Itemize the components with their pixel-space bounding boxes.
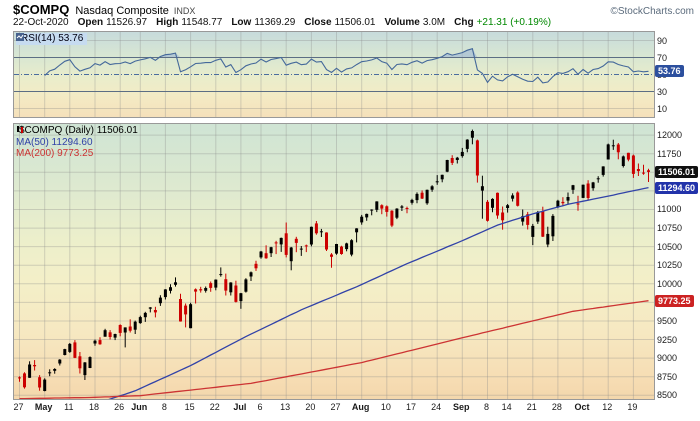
y-axis-label: 70 [657,52,668,63]
y-axis-label: 8750 [657,371,678,382]
high-value: 11548.77 [181,17,223,28]
rsi-label: RSI(14) 53.76 [16,33,88,45]
x-axis-label: May [34,402,53,412]
price-badge: 11506.01 [655,165,699,178]
y-axis-label: 11750 [657,148,682,159]
y-axis-label: 10000 [657,278,683,289]
price-badge: 11294.60 [655,181,699,194]
legend-ma200: MA(200) 9773.25 [16,148,94,159]
price-panel: $COMPQ (Daily) 11506.01 MA(50) 11294.60 … [13,123,655,400]
x-axis-label: 18 [88,402,99,412]
rsi-label-text: RSI(14) 53.76 [21,33,84,44]
y-axis-label: 11500 [657,167,682,178]
x-axis-label: 14 [501,402,512,412]
x-axis-label: 6 [257,402,263,412]
x-axis-label: Sep [453,402,470,412]
chart-legend: $COMPQ (Daily) 11506.01 MA(50) 11294.60 … [16,125,138,160]
low-value: 11369.29 [254,17,296,28]
x-axis-label: 13 [280,402,291,412]
x-axis-label: Oct [574,402,590,412]
price-badge: 53.76 [655,65,684,78]
x-axis-label: 21 [526,402,537,412]
low-label: Low [231,17,252,28]
open-label: Open [77,17,104,28]
y-axis-label: 8500 [657,390,678,401]
x-axis-label: 22 [209,402,220,412]
y-axis-label: 10 [657,103,668,114]
close-value: 11506.01 [334,17,376,28]
y-axis-label: 11250 [657,185,682,196]
open-value: 11526.97 [106,17,148,28]
x-axis-label: 12 [602,402,613,412]
x-axis-label: 24 [431,402,442,412]
x-axis-label: Jul [233,402,247,412]
exchange-label: INDX [173,6,196,16]
y-axis-label: 10250 [657,260,683,271]
x-axis-label: 8 [161,402,167,412]
volume-label: Volume [384,17,420,28]
y-axis-label: 12000 [657,130,683,141]
y-axis-label: 9250 [657,334,678,345]
chg-value: +21.31 (+0.19%) [476,17,552,28]
price-badge: 9773.25 [655,294,694,307]
y-axis-label: 10750 [657,223,683,234]
legend-ma50: MA(50) 11294.60 [16,136,93,148]
x-axis-label: 15 [184,402,195,412]
y-axis-label: 10500 [657,241,683,252]
x-axis-label: 28 [551,402,562,412]
x-axis-label: Jun [131,402,148,412]
y-axis-label: 9000 [657,353,678,364]
high-label: High [156,17,179,28]
x-axis-label: 19 [627,402,638,412]
legend-symbol: $COMPQ (Daily) 11506.01 [19,125,138,136]
security-name: Nasdaq Composite [75,5,169,17]
price-plot [14,124,654,399]
x-axis-label: 20 [305,402,316,412]
x-axis-label: 17 [405,402,416,412]
x-axis-label: 8 [483,402,489,412]
y-axis-label: 30 [657,86,668,97]
stockcharts-credit-link[interactable]: ©StockCharts.com [610,6,694,17]
quote-line: 22-Oct-2020 Open 11526.97 High 11548.77 Low 11… [13,17,551,28]
x-axis-label: Aug [351,402,370,412]
x-axis-label: 26 [114,402,125,412]
x-axis-label: 11 [64,402,74,412]
ticker-symbol: $COMPQ [13,2,70,17]
y-axis-label: 90 [657,35,668,46]
y-axis-label: 11000 [657,204,682,215]
close-label: Close [304,17,332,28]
chg-label: Chg [454,17,474,28]
y-axis-label: 50 [657,69,668,80]
rsi-plot [14,32,654,117]
rsi-panel: RSI(14) 53.76 [13,31,655,118]
volume-value: 3.0M [422,17,446,28]
y-axis-label: 9500 [657,315,678,326]
x-axis-label: 27 [13,402,24,412]
y-axis-label: 9750 [657,297,678,308]
quote-date: 22-Oct-2020 [13,17,69,28]
x-axis-label: 10 [380,402,391,412]
chart-header: $COMPQ Nasdaq Composite INDX ©StockChart… [13,2,694,17]
x-axis-label: 27 [330,402,341,412]
